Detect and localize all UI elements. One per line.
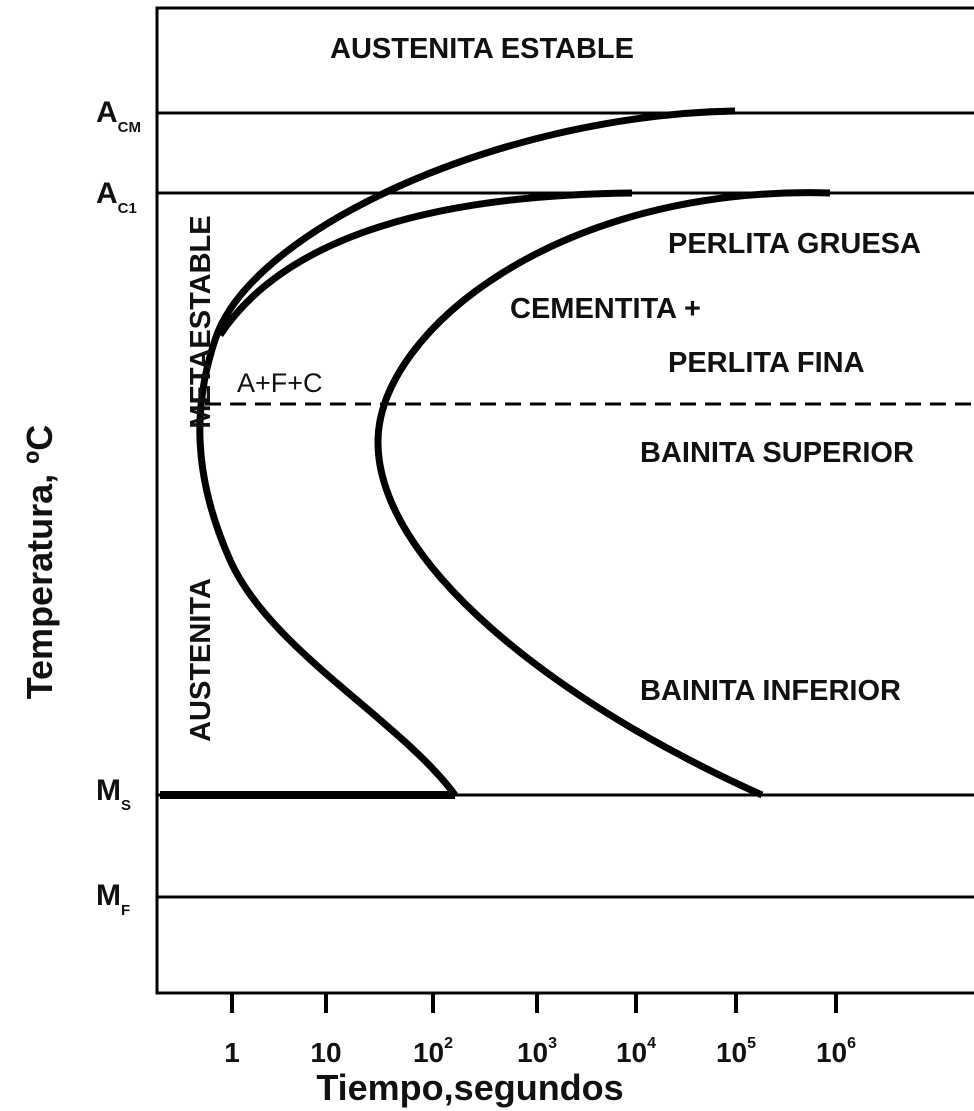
region-label: METAESTABLE — [185, 215, 217, 428]
tick-label: 10 — [310, 1037, 341, 1068]
tick-label: 1 — [224, 1037, 240, 1068]
level-label: MS — [96, 774, 131, 814]
y-axis-title: Temperatura, ºC — [19, 425, 60, 700]
tick-label: 105 — [716, 1035, 756, 1068]
start-curve — [196, 107, 736, 798]
region-label: A+F+C — [237, 368, 323, 398]
tick-label: 102 — [413, 1035, 453, 1068]
tick-label: 104 — [616, 1035, 656, 1068]
level-label: ACM — [96, 96, 141, 136]
x-axis-title: Tiempo,segundos — [316, 1067, 623, 1108]
level-label: AC1 — [96, 177, 137, 217]
region-label: PERLITA FINA — [668, 347, 865, 379]
region-label: CEMENTITA + — [510, 293, 701, 325]
tick-label: 103 — [517, 1035, 557, 1068]
level-label: MF — [96, 879, 130, 919]
region-label: AUSTENITA ESTABLE — [330, 33, 634, 65]
frame — [155, 6, 974, 995]
ferrite-curve — [217, 189, 633, 337]
ticks — [230, 993, 838, 1013]
region-label: AUSTENITA — [185, 578, 217, 742]
finish-curve — [374, 189, 831, 799]
region-label: PERLITA GRUESA — [668, 228, 921, 260]
region-label: BAINITA SUPERIOR — [640, 437, 914, 469]
region-label: BAINITA INFERIOR — [640, 675, 901, 707]
tick-label: 106 — [816, 1035, 856, 1068]
